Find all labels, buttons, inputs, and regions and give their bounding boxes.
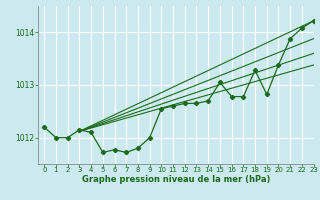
X-axis label: Graphe pression niveau de la mer (hPa): Graphe pression niveau de la mer (hPa) <box>82 175 270 184</box>
